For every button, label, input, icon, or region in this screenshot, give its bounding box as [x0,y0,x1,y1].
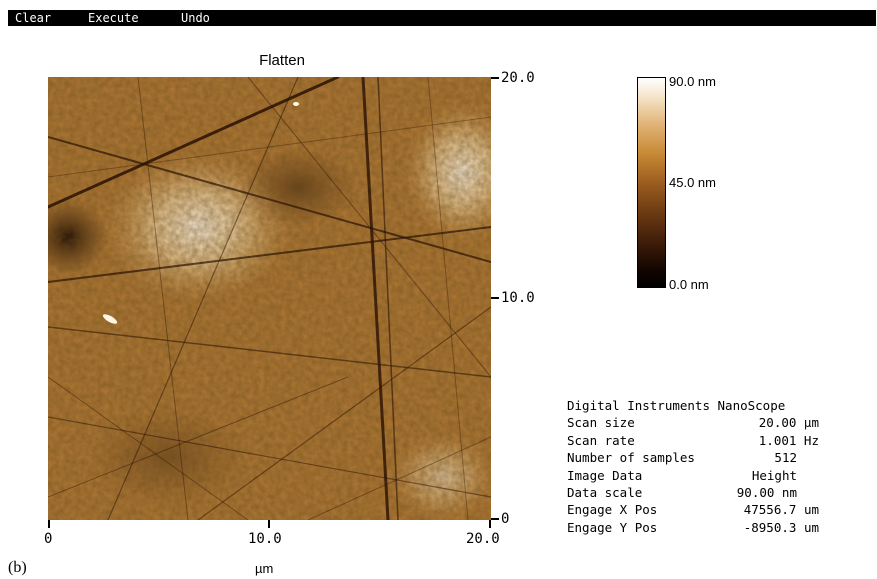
color-scale-mid-label: 45.0 nm [669,175,716,190]
bottom-tick-label-middle: 10.0 [248,531,282,547]
info-value: 90.00 nm [736,484,797,500]
afm-height-image[interactable] [48,77,491,520]
info-header: Digital Instruments NanoScope [567,398,786,413]
info-row-engage-x: Engage X Pos 47556.7 um [567,501,827,518]
bottom-tick-middle [268,520,270,528]
bottom-tick-label-left: 0 [44,531,53,547]
info-value: Height [751,467,797,483]
right-tick-label-bottom: 0 [501,511,510,527]
info-label: Scan size [567,415,635,431]
info-row-image-data: Image Data Height [567,467,827,484]
info-value: 20.00 µm [758,415,819,431]
info-row-scan-size: Scan size 20.00 µm [567,414,827,431]
right-tick-top [491,77,499,79]
info-row-engage-y: Engage Y Pos -8950.3 um [567,519,827,536]
info-row-samples: Number of samples 512 [567,449,827,466]
bottom-tick-left [48,520,50,528]
info-value: 512 [774,450,797,466]
scan-info-panel: Digital Instruments NanoScope Scan size … [567,397,827,536]
image-title: Flatten [259,52,305,69]
color-scale-min-label: 0.0 nm [669,277,709,292]
info-label: Engage X Pos [567,502,658,518]
right-tick-label-top: 20.0 [501,70,535,86]
bottom-tick-right [489,520,491,528]
info-label: Image Data [567,467,643,483]
height-color-scale [637,77,666,288]
right-tick-bottom [491,518,499,520]
info-value: -8950.3 um [743,519,819,535]
right-tick-label-middle: 10.0 [501,290,535,306]
undo-menu-item[interactable]: Undo [181,11,210,25]
clear-menu-item[interactable]: Clear [15,11,52,25]
panel-label: (b) [8,559,27,576]
info-row-data-scale: Data scale 90.00 nm [567,484,827,501]
info-value: 47556.7 um [743,502,819,518]
menu-bar: Clear Execute Undo [8,10,876,26]
bottom-tick-label-right: 20.0 [466,531,500,547]
info-label: Scan rate [567,432,635,448]
info-row-scan-rate: Scan rate 1.001 Hz [567,432,827,449]
afm-image-render [48,77,491,520]
info-label: Data scale [567,484,643,500]
color-scale-max-label: 90.0 nm [669,74,716,89]
x-axis-unit: µm [255,561,274,576]
execute-menu-item[interactable]: Execute [88,11,139,25]
info-label: Engage Y Pos [567,519,658,535]
info-value: 1.001 Hz [758,432,819,448]
right-tick-middle [491,297,499,299]
info-label: Number of samples [567,450,695,466]
